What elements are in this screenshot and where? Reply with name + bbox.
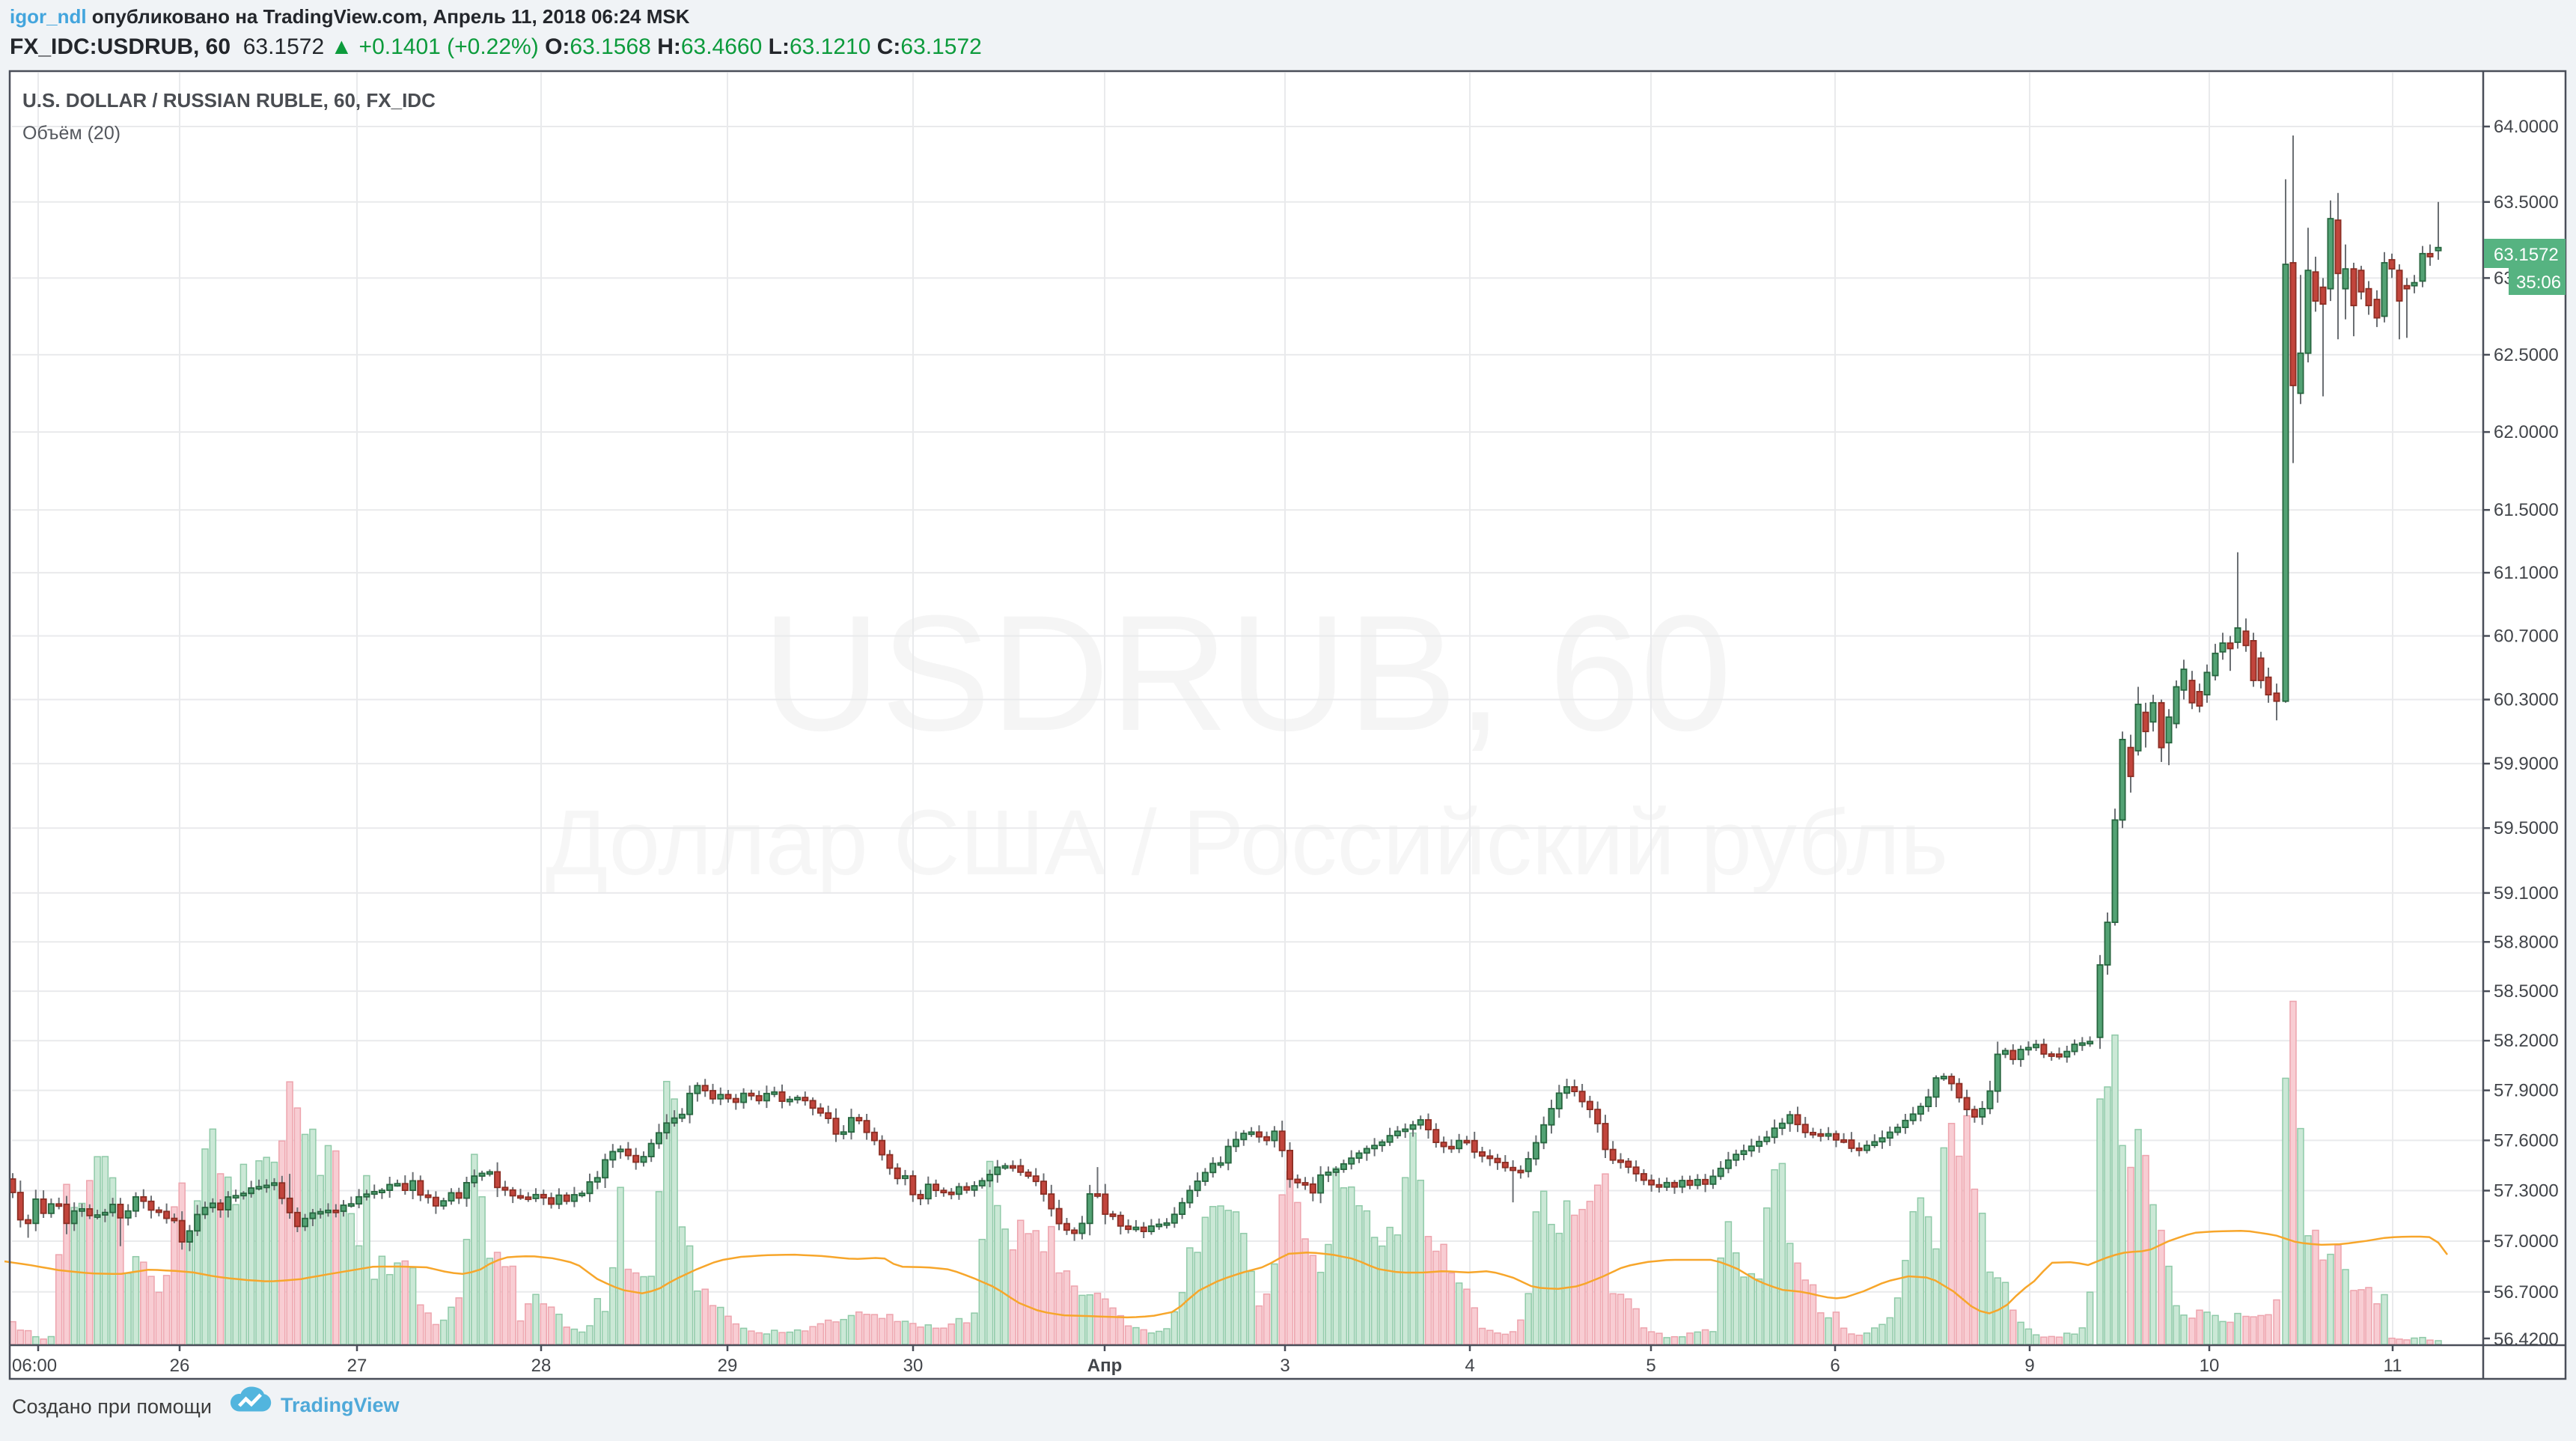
- svg-text:Апр: Апр: [1087, 1356, 1123, 1376]
- svg-text:58.2000: 58.2000: [2494, 1031, 2559, 1051]
- svg-text:Доллар США / Российский рубль: Доллар США / Российский рубль: [546, 792, 1948, 895]
- svg-text:11: 11: [2384, 1356, 2402, 1376]
- svg-text:64.0000: 64.0000: [2494, 117, 2559, 137]
- svg-text:USDRUB, 60: USDRUB, 60: [762, 581, 1732, 765]
- svg-text:63.1572: 63.1572: [2494, 245, 2559, 265]
- svg-text:59.9000: 59.9000: [2494, 754, 2559, 774]
- svg-text:10: 10: [2200, 1356, 2220, 1376]
- svg-text:56.4200: 56.4200: [2494, 1329, 2559, 1350]
- svg-text:29: 29: [718, 1356, 738, 1376]
- svg-text:9: 9: [2024, 1356, 2034, 1376]
- svg-text:28: 28: [531, 1356, 552, 1376]
- svg-text:62.5000: 62.5000: [2494, 345, 2559, 365]
- svg-text:58.5000: 58.5000: [2494, 981, 2559, 1002]
- svg-text:61.1000: 61.1000: [2494, 563, 2559, 583]
- svg-text:3: 3: [1280, 1356, 1289, 1376]
- svg-text:58.8000: 58.8000: [2494, 932, 2559, 952]
- svg-text:57.0000: 57.0000: [2494, 1231, 2559, 1252]
- svg-text:56.7000: 56.7000: [2494, 1282, 2559, 1303]
- svg-text:60.7000: 60.7000: [2494, 627, 2559, 647]
- svg-text:60.3000: 60.3000: [2494, 690, 2559, 710]
- svg-text:57.6000: 57.6000: [2494, 1130, 2559, 1151]
- svg-text:06:00: 06:00: [12, 1356, 57, 1376]
- svg-text:Объём (20): Объём (20): [22, 123, 120, 144]
- svg-text:5: 5: [1646, 1356, 1655, 1376]
- svg-text:6: 6: [1830, 1356, 1840, 1376]
- svg-text:30: 30: [903, 1356, 924, 1376]
- svg-text:61.5000: 61.5000: [2494, 500, 2559, 520]
- svg-text:27: 27: [347, 1356, 367, 1376]
- svg-text:62.0000: 62.0000: [2494, 422, 2559, 442]
- svg-text:57.9000: 57.9000: [2494, 1081, 2559, 1101]
- svg-text:4: 4: [1465, 1356, 1474, 1376]
- svg-text:63.5000: 63.5000: [2494, 192, 2559, 213]
- svg-text:59.5000: 59.5000: [2494, 818, 2559, 838]
- svg-text:U.S. DOLLAR / RUSSIAN RUBLE, 6: U.S. DOLLAR / RUSSIAN RUBLE, 60, FX_IDC: [22, 89, 436, 112]
- svg-text:57.3000: 57.3000: [2494, 1181, 2559, 1201]
- svg-text:59.1000: 59.1000: [2494, 883, 2559, 904]
- svg-text:26: 26: [170, 1356, 190, 1376]
- svg-text:35:06: 35:06: [2516, 272, 2561, 293]
